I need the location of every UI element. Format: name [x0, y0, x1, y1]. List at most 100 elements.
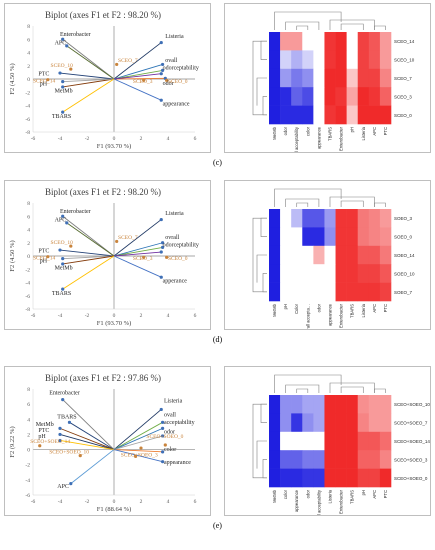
heatmap-cell — [324, 32, 336, 51]
x-tick-label: 0 — [113, 313, 116, 319]
variable-vector — [113, 449, 163, 453]
heatmap-cell — [280, 32, 292, 51]
column-label: overall acceptability — [294, 126, 299, 152]
variable-point — [61, 257, 65, 261]
observation-point — [134, 454, 138, 458]
column-label: appearance — [316, 126, 321, 149]
variable-vector — [62, 255, 115, 260]
variable-vector — [113, 246, 163, 257]
observation-point — [115, 62, 119, 67]
variable-point — [159, 40, 163, 45]
row-label: SOEO_10 — [394, 271, 415, 276]
variable-point — [161, 68, 165, 72]
heatmap-cell — [368, 105, 381, 125]
heatmap-cell — [302, 87, 314, 106]
y-tick-label: -4 — [25, 281, 30, 287]
variable-label: appearance — [163, 102, 190, 108]
heatmap-cell — [368, 468, 381, 488]
observation-point — [165, 255, 169, 259]
heatmap-cell — [379, 264, 392, 283]
x-tick-label: 0 — [113, 136, 116, 142]
heatmap-cell — [302, 264, 314, 283]
variable-label: PTC — [38, 249, 49, 255]
variable-label: pH — [38, 434, 46, 440]
heatmap-cell — [368, 282, 381, 302]
y-tick-label: 4 — [27, 417, 30, 423]
heatmap-cell — [302, 413, 314, 433]
observation-point — [139, 446, 143, 450]
observation-label: SCEO_10 — [51, 240, 74, 246]
row-dendrogram — [252, 40, 267, 116]
heatmap-cell — [313, 105, 325, 125]
dendrogram-branch — [329, 382, 375, 393]
variable-label: APC — [57, 484, 69, 490]
variable-vector — [113, 69, 163, 80]
variable-label: odorceptability — [163, 243, 199, 249]
variable-label: PTC — [38, 72, 49, 78]
heatmap-cell — [313, 68, 325, 88]
heatmap-cell — [324, 395, 336, 414]
heatmap-cell — [280, 227, 292, 247]
observation-label: SCEO_3 — [133, 256, 153, 262]
column-label: TBARS — [350, 304, 355, 318]
heatmap-cell — [379, 282, 392, 302]
heatmap-cell — [291, 209, 303, 228]
variable-label: Listeria — [165, 34, 184, 40]
dendrogram-branch — [262, 96, 267, 116]
row-label: SCEO_3 — [394, 94, 412, 99]
heatmap-cell — [313, 282, 325, 302]
dendrogram-branch — [252, 403, 267, 479]
heatmap-cell — [379, 105, 392, 125]
observation-point — [115, 239, 119, 244]
dendrogram-branch — [285, 198, 320, 207]
heatmap-cell — [379, 395, 392, 414]
variable-point — [159, 250, 163, 254]
variable-label: apperance — [163, 279, 188, 285]
heatmap-cell — [280, 450, 292, 469]
heatmap-cell — [291, 395, 303, 414]
heatmap-cell — [335, 87, 347, 106]
variable-label: TBARS — [52, 114, 71, 120]
variable-point — [65, 221, 69, 225]
column-label: Listeria — [328, 489, 333, 503]
heatmap-cell — [291, 32, 303, 51]
y-axis-label: F2 (9.22 %) — [9, 426, 16, 457]
heatmap-cell — [280, 395, 292, 414]
heatmap-cell — [379, 450, 392, 469]
column-label: Listeria — [361, 126, 366, 140]
variable-vector — [62, 78, 115, 113]
observation-label: SCEO+SOEO_3 — [121, 452, 158, 458]
variable-point — [61, 214, 65, 218]
heatmap-cell — [346, 68, 359, 88]
heatmap-cell — [269, 227, 281, 247]
variable-vector — [70, 449, 115, 484]
heatmap-cell — [269, 413, 281, 433]
heatmap-cell — [302, 209, 314, 228]
column-label: pH — [361, 490, 366, 495]
variable-point — [58, 432, 62, 437]
heatmap-cell — [335, 431, 347, 451]
heatmap-cell — [335, 245, 347, 265]
variable-vector — [113, 409, 162, 450]
chart-title: Biplot (axes F1 et F2 : 98.20 %) — [45, 10, 161, 20]
heatmap-cell — [335, 282, 347, 302]
variable-point — [161, 460, 165, 464]
variable-point — [161, 62, 165, 67]
variable-vector — [59, 72, 115, 80]
heatmap-cell — [346, 105, 359, 125]
row-label: SCEO_10 — [394, 58, 415, 63]
heatmap-cell — [346, 395, 359, 414]
dendrogram-branch — [374, 25, 386, 30]
heatmap-cell — [291, 431, 303, 451]
heatmap-cell — [280, 87, 292, 106]
variable-point — [61, 85, 65, 89]
variable-point — [161, 245, 165, 249]
y-tick-label: 6 — [27, 37, 30, 43]
heatmap-cell — [280, 105, 292, 125]
y-tick-label: 2 — [27, 241, 30, 247]
dendrogram-branch — [329, 19, 375, 30]
x-tick-label: -2 — [85, 313, 90, 319]
heatmap-cell — [357, 413, 370, 433]
y-tick-label: 6 — [27, 214, 30, 220]
x-tick-label: 6 — [194, 313, 197, 319]
